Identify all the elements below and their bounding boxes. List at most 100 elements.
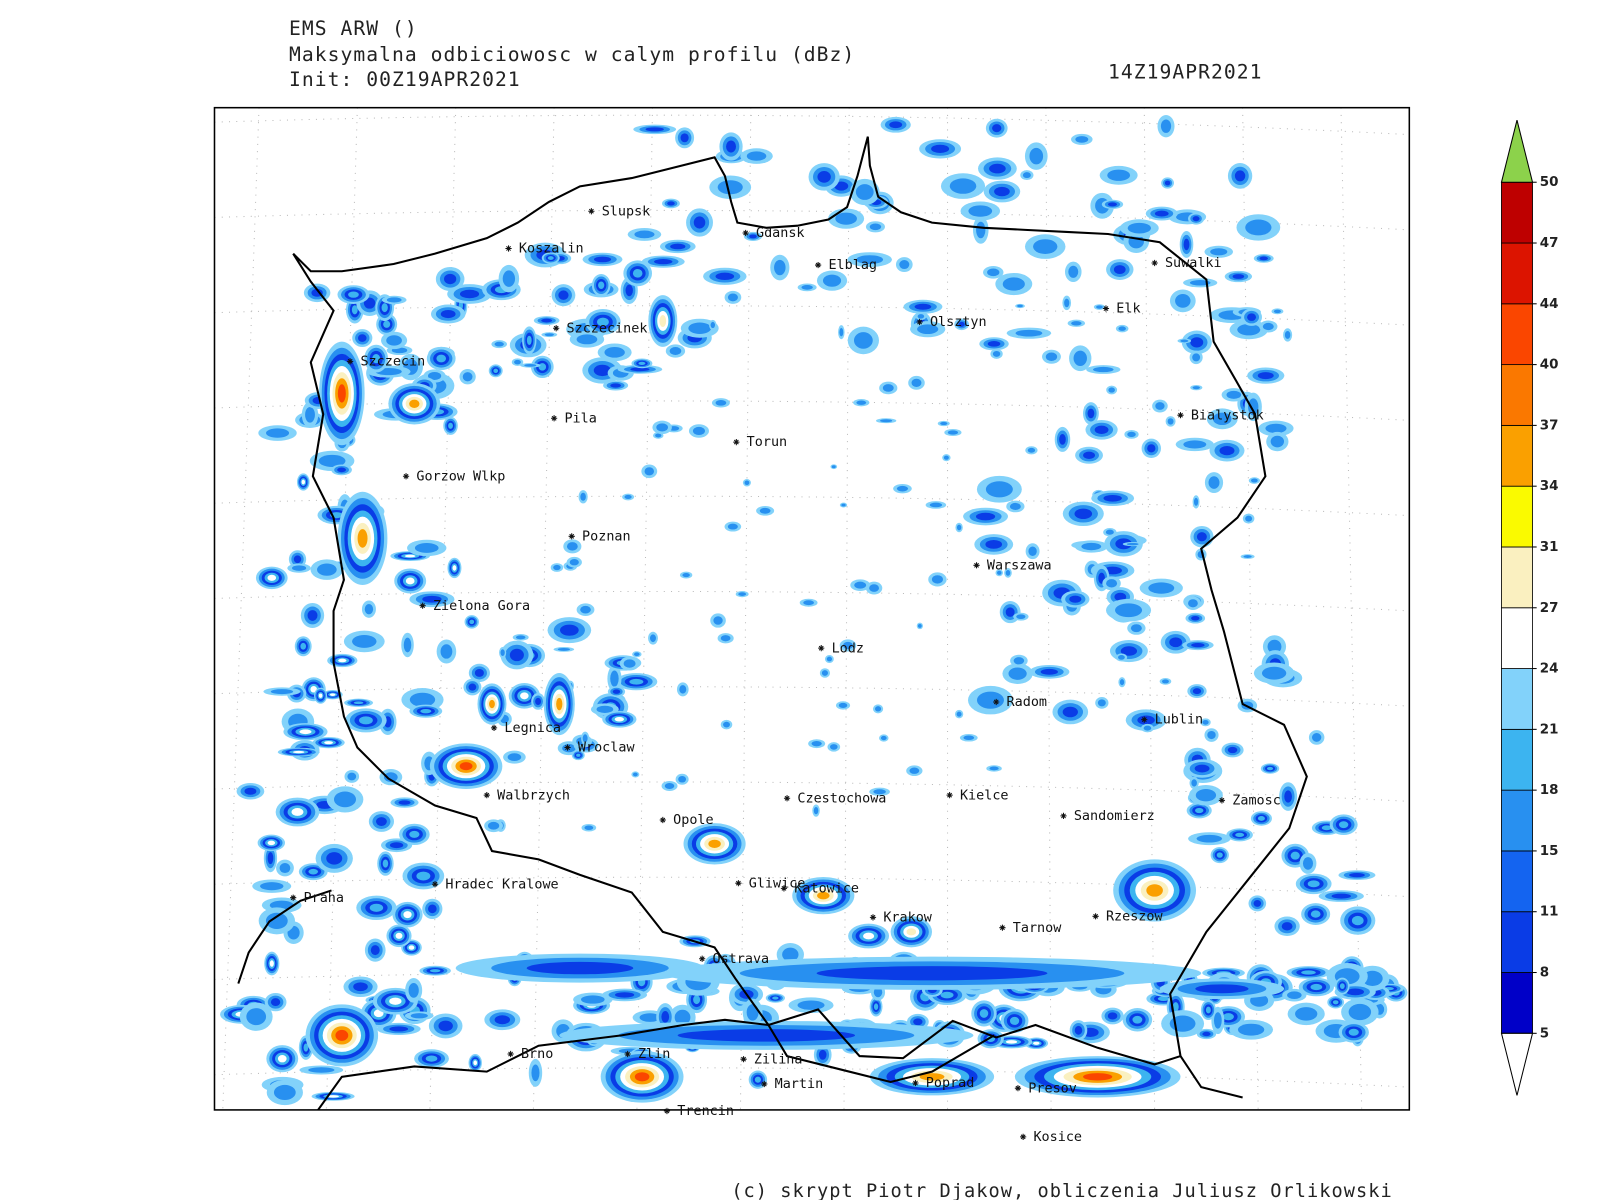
echo-cell xyxy=(409,399,420,408)
echo-cell xyxy=(1227,746,1238,754)
echo-cell xyxy=(738,592,747,596)
colorbar-band xyxy=(1501,972,1533,1034)
city-marker xyxy=(815,261,822,269)
echo-cell xyxy=(835,212,857,225)
echo-cell xyxy=(1075,136,1089,143)
echo-cell xyxy=(869,223,882,231)
echo-cell xyxy=(1190,337,1204,348)
echo-cell xyxy=(772,996,779,1000)
echo-cell xyxy=(338,658,347,663)
echo-cell xyxy=(1191,615,1200,621)
meridian xyxy=(325,107,358,1110)
echo-cell xyxy=(1205,1006,1211,1014)
echo-cell xyxy=(629,678,644,685)
echo-cell xyxy=(841,503,846,507)
colorbar-band xyxy=(1501,181,1533,244)
city-marker xyxy=(740,1056,747,1063)
city-label: Poprad xyxy=(926,1076,975,1091)
echo-cell xyxy=(1172,1002,1179,1012)
city-label: Olsztyn xyxy=(930,315,987,330)
city-marker xyxy=(419,602,426,609)
echo-cell xyxy=(557,647,571,651)
echo-cell xyxy=(494,1015,511,1025)
echo-cell xyxy=(318,693,323,698)
city-label: Suwalki xyxy=(1165,256,1222,271)
echo-cell xyxy=(1115,603,1143,618)
echo-cell xyxy=(1081,542,1102,551)
echo-cell xyxy=(1017,304,1023,308)
echo-cell xyxy=(1237,1023,1265,1036)
city-marker xyxy=(993,698,1000,706)
echo-cell xyxy=(1287,991,1302,999)
echo-cell xyxy=(1192,216,1200,222)
echo-cell xyxy=(1290,851,1300,860)
echo-cell xyxy=(625,284,633,297)
echo-cell xyxy=(917,314,925,319)
colorbar-band xyxy=(1501,728,1533,791)
echo-cell xyxy=(1259,256,1269,261)
city-marker xyxy=(912,1079,919,1087)
echo-cell xyxy=(1096,305,1103,309)
echo-cell xyxy=(538,363,547,371)
echo-cell xyxy=(270,998,281,1007)
echo-cell xyxy=(293,750,305,754)
echo-cell xyxy=(1157,996,1170,1001)
echo-cell xyxy=(526,335,532,345)
echo-cell xyxy=(1094,425,1109,435)
echo-cell xyxy=(1273,309,1281,314)
echo-cell xyxy=(985,481,1013,498)
echo-cell xyxy=(715,400,727,406)
echo-cell xyxy=(329,693,336,696)
echo-cell xyxy=(726,140,737,153)
echo-cell xyxy=(856,400,867,405)
city-label: Rzeszow xyxy=(1106,909,1164,924)
echo-cell xyxy=(494,341,504,347)
colorbar-band xyxy=(1501,303,1533,366)
echo-cell xyxy=(917,623,922,628)
echo-cell xyxy=(267,574,277,581)
city-marker xyxy=(869,914,877,921)
echo-cell xyxy=(1216,852,1223,858)
echo-cell xyxy=(661,1011,670,1023)
echo-cell xyxy=(746,151,767,161)
echo-cell xyxy=(429,969,441,973)
echo-cell xyxy=(596,705,614,713)
echo-cell xyxy=(1005,607,1015,617)
echo-cell xyxy=(409,692,436,707)
echo-cell xyxy=(1194,764,1210,773)
echo-cell xyxy=(906,928,917,936)
echo-cell xyxy=(610,670,619,687)
echo-cell xyxy=(682,573,690,578)
echo-cell xyxy=(1245,515,1253,522)
echo-cell xyxy=(1183,440,1207,449)
colorbar-label: 34 xyxy=(1540,479,1559,494)
city-label: Brno xyxy=(521,1047,553,1062)
echo-cell xyxy=(1016,614,1026,620)
echo-cell xyxy=(556,697,563,711)
city-label: Czestochowa xyxy=(797,791,886,806)
echo-cell xyxy=(1284,790,1292,803)
echo-cell xyxy=(395,932,403,939)
echo-cell xyxy=(614,992,635,998)
echo-cell xyxy=(1310,983,1323,991)
echo-cell xyxy=(270,689,294,695)
echo-cell xyxy=(1332,1000,1339,1005)
echo-cell xyxy=(688,322,712,334)
echo-cell xyxy=(1192,386,1200,390)
colorbar-over xyxy=(1500,119,1534,183)
echo-cell xyxy=(459,762,473,771)
echo-cell xyxy=(1068,265,1079,278)
echo-cell xyxy=(880,735,887,741)
echo-cell xyxy=(979,1009,989,1018)
echo-cell xyxy=(1284,330,1291,339)
colorbar-label: 37 xyxy=(1540,418,1559,433)
echo-cell xyxy=(821,670,828,676)
echo-cell xyxy=(1202,1031,1211,1037)
city-marker xyxy=(588,208,595,215)
echo-cell xyxy=(1028,546,1037,556)
echo-cell xyxy=(1148,582,1175,594)
echo-cell xyxy=(632,772,638,777)
echo-cell xyxy=(838,702,848,708)
echo-cell xyxy=(727,293,738,302)
